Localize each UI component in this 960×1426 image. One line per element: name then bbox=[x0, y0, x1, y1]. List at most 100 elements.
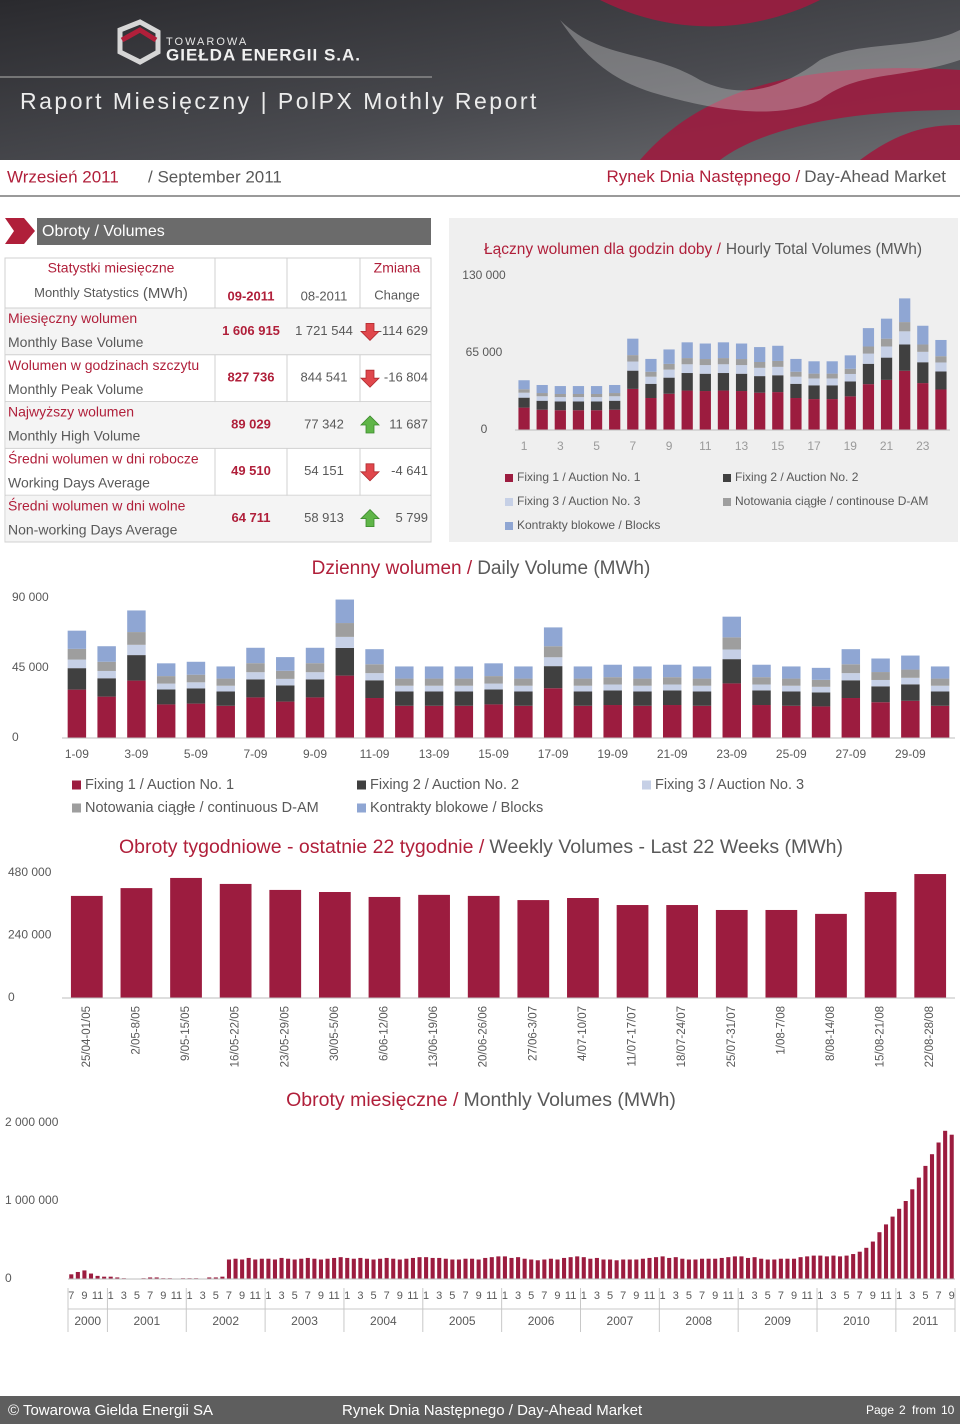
bar-segment bbox=[276, 678, 295, 686]
bar bbox=[496, 1256, 501, 1279]
bar bbox=[115, 1277, 120, 1279]
bar-segment bbox=[754, 376, 766, 393]
bar-segment bbox=[216, 685, 235, 692]
bar bbox=[864, 892, 897, 998]
bar-segment bbox=[681, 364, 693, 374]
bar bbox=[259, 1258, 264, 1279]
legend-label: Notowania ciągłe / continuous D-AM bbox=[85, 800, 319, 816]
arrow-up bbox=[360, 415, 380, 434]
bar bbox=[476, 1259, 481, 1279]
bar bbox=[410, 1257, 415, 1279]
row-label-en: Working Days Average bbox=[8, 475, 150, 491]
x-tick-label: 1 bbox=[265, 1290, 271, 1302]
bar bbox=[765, 1259, 770, 1279]
bar-segment bbox=[573, 705, 593, 738]
bar-segment bbox=[609, 384, 621, 394]
bar-segment bbox=[156, 663, 176, 677]
bar-segment bbox=[826, 385, 838, 400]
month-pl: Wrzesień 2011 bbox=[7, 167, 119, 186]
bar bbox=[397, 1259, 402, 1279]
row-label-pl: Wolumen w godzinach szczytu bbox=[8, 357, 199, 373]
bar bbox=[581, 1257, 586, 1279]
bar bbox=[233, 1258, 238, 1279]
bar bbox=[791, 1258, 797, 1279]
bar-segment bbox=[590, 397, 603, 402]
bar bbox=[253, 1259, 258, 1279]
bar-segment bbox=[554, 401, 566, 411]
bar bbox=[667, 1257, 672, 1279]
bar bbox=[903, 1201, 908, 1279]
bar-segment bbox=[790, 358, 802, 372]
bar-segment bbox=[917, 344, 929, 352]
legend-label: Fixing 3 / Auction No. 3 bbox=[517, 494, 641, 508]
x-tick-label: 1 bbox=[521, 439, 528, 453]
x-tick-label: 3 bbox=[673, 1290, 679, 1302]
bar bbox=[338, 1257, 343, 1279]
x-tick-label: 4/07-10/07 bbox=[577, 1006, 589, 1061]
bar-segment bbox=[127, 610, 146, 633]
bar bbox=[844, 1255, 849, 1279]
x-tick-label: 30/05-5/06 bbox=[329, 1006, 341, 1061]
bar-segment bbox=[484, 689, 503, 705]
bar-segment bbox=[554, 397, 566, 402]
bar bbox=[456, 1259, 461, 1279]
chart-title: Łączny wolumen dla godzin doby / Hourly T… bbox=[484, 241, 922, 258]
bar-segment bbox=[518, 392, 530, 398]
bar-segment bbox=[899, 298, 911, 323]
bar-segment bbox=[880, 338, 893, 347]
bar bbox=[686, 1259, 691, 1279]
x-tick-label: 7 bbox=[462, 1290, 468, 1302]
bar-segment bbox=[156, 704, 176, 738]
x-tick-label: 3 bbox=[121, 1290, 127, 1302]
bar-segment bbox=[536, 409, 548, 430]
row-label-pl: Średni wolumen w dni robocze bbox=[8, 450, 199, 467]
bar bbox=[778, 1258, 783, 1279]
bar-segment bbox=[127, 644, 146, 656]
row-band bbox=[6, 402, 430, 449]
bar bbox=[798, 1257, 803, 1279]
bar-segment bbox=[692, 691, 712, 706]
bar bbox=[555, 1259, 560, 1279]
bar-segment bbox=[335, 647, 355, 676]
bar-segment bbox=[67, 689, 87, 738]
bar bbox=[818, 1255, 823, 1279]
x-tick-label: 13/06-19/06 bbox=[428, 1006, 440, 1067]
y-tick-label: 90 000 bbox=[12, 590, 49, 604]
year-label: 2011 bbox=[913, 1314, 939, 1328]
x-tick-label: 18/07-24/07 bbox=[676, 1006, 688, 1067]
bar-segment bbox=[633, 666, 652, 679]
bar-segment bbox=[782, 705, 801, 738]
bar bbox=[437, 1257, 442, 1279]
bar bbox=[759, 1258, 764, 1279]
bar-segment bbox=[543, 688, 563, 738]
bar bbox=[815, 913, 847, 998]
stats-table: Statystki miesięczne Monthly Statystics (… bbox=[4, 257, 432, 543]
bar-segment bbox=[305, 647, 325, 664]
bar-segment bbox=[930, 705, 950, 738]
x-tick-label: 25-09 bbox=[776, 747, 807, 761]
year-label: 2004 bbox=[370, 1314, 397, 1328]
legend-swatch bbox=[505, 474, 513, 482]
x-tick-label: 9 bbox=[160, 1290, 166, 1302]
bar-segment bbox=[603, 664, 622, 678]
bar-segment bbox=[663, 349, 675, 364]
x-tick-label: 9 bbox=[239, 1290, 245, 1302]
bar bbox=[95, 1275, 100, 1279]
bar-segment bbox=[862, 346, 875, 354]
bar-segment bbox=[645, 383, 657, 399]
x-tick-label: 7-09 bbox=[243, 747, 267, 761]
bar bbox=[292, 1259, 297, 1279]
bar-segment bbox=[844, 381, 856, 397]
x-tick-label: 11 bbox=[250, 1290, 261, 1302]
bar-segment bbox=[645, 358, 657, 372]
bar-segment bbox=[97, 661, 116, 671]
x-tick-label: 15/08-21/08 bbox=[875, 1006, 887, 1067]
legend-label: Fixing 1 / Auction No. 1 bbox=[517, 470, 641, 484]
bar bbox=[318, 1259, 323, 1279]
footer-page-word: Page bbox=[866, 1403, 894, 1417]
bar bbox=[69, 1274, 74, 1279]
x-tick-label: 15 bbox=[771, 439, 785, 453]
arrow-down bbox=[360, 463, 380, 482]
bar-segment bbox=[772, 392, 784, 430]
bar-segment bbox=[216, 705, 235, 738]
